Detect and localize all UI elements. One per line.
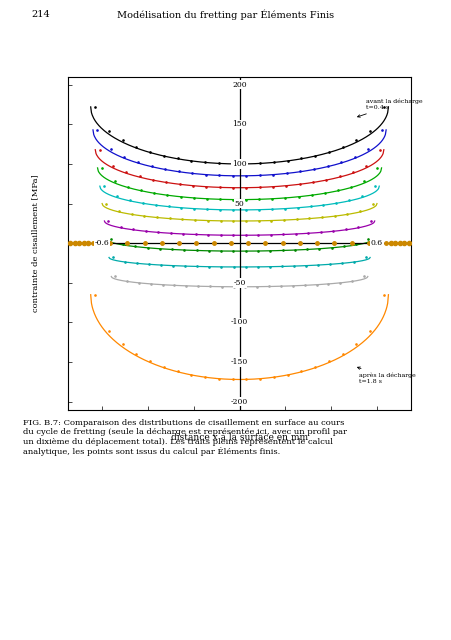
Text: distance x à la surface en mm: distance x à la surface en mm: [170, 433, 308, 442]
Text: FIG. B.7: Comparaison des distributions de cisaillement en surface au cours
du c: FIG. B.7: Comparaison des distributions …: [23, 419, 346, 456]
Text: 150: 150: [232, 120, 246, 129]
Text: 0.6: 0.6: [370, 239, 382, 247]
Text: -150: -150: [230, 358, 248, 366]
Text: après la décharge
t=1.8 s: après la décharge t=1.8 s: [357, 367, 414, 383]
Text: 214: 214: [32, 10, 50, 19]
Text: contrainte de cisaillement [MPa]: contrainte de cisaillement [MPa]: [31, 174, 39, 312]
Text: 50: 50: [234, 200, 244, 207]
Text: 200: 200: [232, 81, 246, 89]
Text: Modélisation du fretting par Éléments Finis: Modélisation du fretting par Éléments Fi…: [117, 10, 334, 20]
Text: avant la décharge
t=0.4 s: avant la décharge t=0.4 s: [357, 99, 421, 117]
Text: 100: 100: [232, 160, 246, 168]
Text: -50: -50: [233, 279, 245, 287]
Text: -200: -200: [230, 397, 248, 406]
Text: -100: -100: [230, 319, 248, 326]
Text: -0.6: -0.6: [95, 239, 109, 247]
